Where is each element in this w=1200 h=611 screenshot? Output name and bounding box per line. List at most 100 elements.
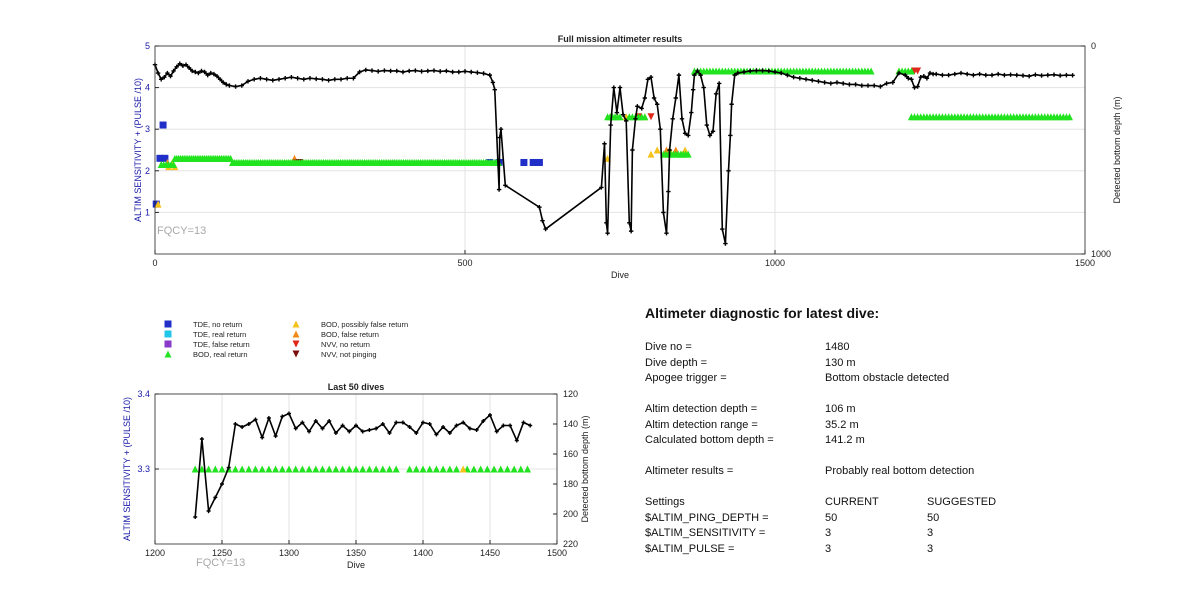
bod_real_return-point — [352, 465, 360, 473]
depth-point — [313, 419, 318, 423]
depth-point — [171, 68, 176, 74]
series-depth_line — [152, 61, 1075, 246]
bod_real_return-point — [245, 465, 253, 473]
bod_real_return-point — [483, 465, 491, 473]
bod_real_return-point — [272, 465, 280, 473]
altim-detection-depth-value: 106 m — [825, 403, 856, 415]
depth-point — [620, 112, 626, 117]
pulse-row: $ALTIM_PULSE = 3 3 — [645, 543, 1185, 559]
depth-point — [728, 133, 733, 138]
depth-point — [174, 64, 179, 69]
apogee-row: Apogee trigger = Bottom obstacle detecte… — [645, 372, 1185, 388]
bod_real_return-point — [258, 465, 266, 473]
depth-point — [501, 423, 506, 428]
legend-label: TDE, real return — [193, 330, 246, 339]
last-50-dives-chart: 1200 1250 1300 1350 1400 1450 1500 3.3 3.4 120 140… — [122, 382, 590, 570]
depth-point — [283, 76, 288, 81]
depth-point — [287, 411, 291, 416]
depth-point — [289, 75, 294, 80]
bod_real_return-point — [406, 465, 414, 473]
depth-point — [952, 71, 957, 77]
ping-depth-suggested: 50 — [927, 511, 940, 524]
depth-point — [320, 77, 325, 82]
depth-point — [220, 482, 224, 486]
depth-point — [1020, 73, 1026, 78]
depth-point — [481, 419, 486, 423]
sensitivity-suggested: 3 — [927, 527, 934, 539]
bod_real_return-point — [292, 465, 300, 473]
depth-point — [497, 135, 502, 140]
depth-point — [635, 104, 640, 109]
y2-tick-label: 0 — [1091, 41, 1096, 51]
depth-point — [528, 423, 533, 428]
y-tick-label: 1 — [145, 207, 150, 217]
depth-point — [221, 80, 226, 85]
depth-point — [686, 133, 691, 138]
settings-header-row: Settings CURRENT SUGGESTED — [645, 496, 1185, 512]
depth-point — [983, 72, 988, 78]
depth-point — [193, 69, 198, 75]
depth-point — [689, 110, 694, 115]
x-tick-label: 0 — [152, 258, 157, 268]
legend-marker-nvv_not_pinging — [292, 350, 300, 358]
legend-marker-nvv_no_return — [292, 340, 300, 348]
x-axis-label: Dive — [347, 560, 365, 570]
dive-depth-label: Dive depth = — [645, 356, 708, 369]
depth-point — [676, 72, 682, 78]
depth-point — [658, 127, 663, 132]
x-tick-label: 1300 — [279, 548, 299, 558]
depth-point — [540, 218, 545, 223]
depth-point — [1045, 72, 1050, 78]
depth-point — [958, 70, 964, 76]
bod_real_return-point — [252, 465, 259, 473]
y-tick-label: 5 — [145, 41, 150, 51]
tde_no_return-point — [529, 158, 537, 166]
bod_real_return-point — [205, 465, 213, 473]
depth-point — [927, 70, 933, 76]
series-bod_real_return — [157, 67, 1073, 169]
depth-point — [639, 106, 644, 111]
chart-title: Full mission altimeter results — [558, 34, 683, 44]
depth-point — [834, 80, 840, 85]
depth-point — [462, 69, 468, 74]
bod_real_return-point — [439, 465, 447, 473]
altim-detection-range-row: Altim detection range = 35.2 m — [645, 419, 1185, 435]
depth-point — [199, 437, 204, 441]
depth-point — [414, 431, 419, 435]
depth-point — [363, 67, 368, 73]
legend-label: BOD, possibly false return — [321, 320, 408, 329]
tde_no_return-point — [535, 158, 543, 166]
depth-point — [1070, 73, 1075, 78]
depth-point — [240, 425, 245, 429]
depth-point — [726, 168, 731, 173]
x-tick-label: 1400 — [413, 548, 433, 558]
depth-point — [461, 420, 466, 425]
depth-point — [492, 87, 497, 92]
bod_real_return-point — [490, 465, 498, 473]
depth-point — [723, 241, 728, 246]
bod_real_return-point — [684, 150, 692, 158]
depth-point — [748, 68, 753, 74]
depth-point — [909, 77, 914, 82]
depth-point — [260, 435, 265, 440]
bod_real_return-point — [470, 465, 478, 473]
depth-point — [810, 78, 815, 83]
y2-axis-label: Detected bottom depth (m) — [580, 415, 590, 522]
y-axis-label: ALTIM SENSITIVITY + (PULSE /10) — [122, 397, 132, 541]
depth-point — [822, 80, 827, 85]
depth-point — [785, 72, 790, 78]
y-tick-label: 3.4 — [137, 389, 150, 399]
depth-point — [537, 205, 542, 210]
depth-point — [413, 68, 418, 73]
depth-point — [698, 72, 703, 78]
altimeter-results-value: Probably real bottom detection — [825, 465, 975, 477]
bod_real_return-point — [298, 465, 306, 473]
depth-point — [394, 420, 399, 425]
depth-point — [360, 429, 365, 434]
depth-point — [494, 429, 499, 434]
bod_real_return-point — [218, 465, 226, 473]
calculated-bottom-depth-row: Calculated bottom depth = 141.2 m — [645, 434, 1185, 450]
dive-no-value: 1480 — [825, 341, 850, 353]
depth-point — [543, 226, 548, 232]
